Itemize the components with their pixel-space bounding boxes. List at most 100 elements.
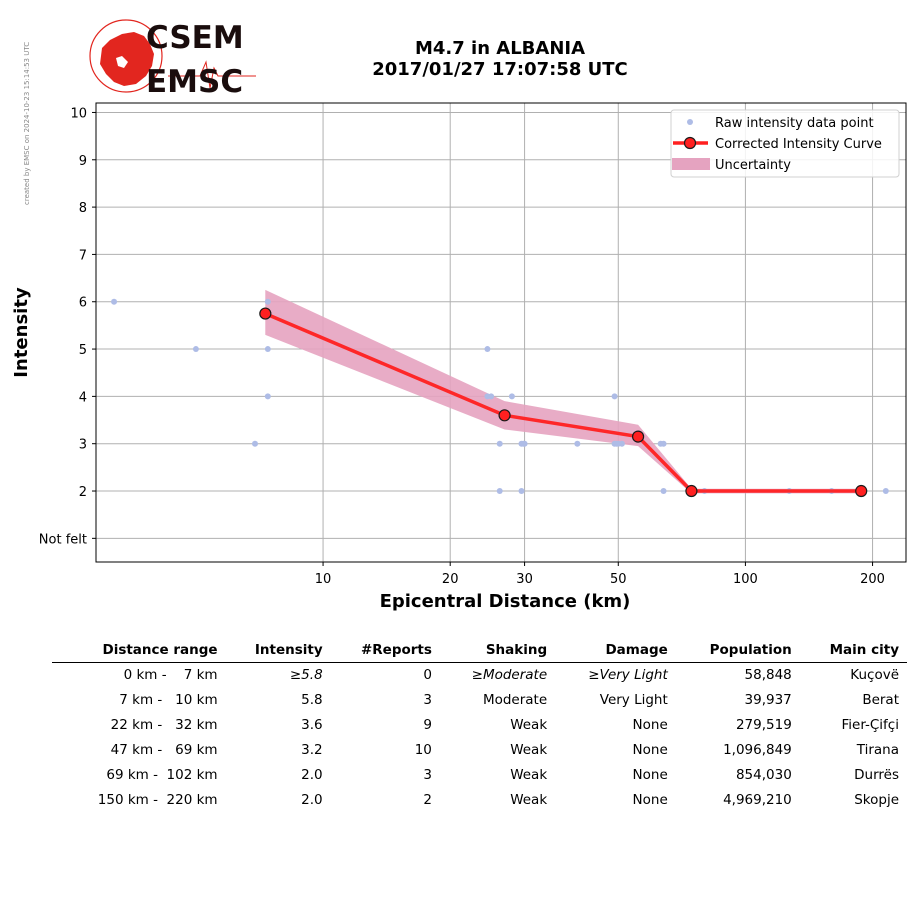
y-tick-label: 4 xyxy=(79,390,87,405)
cell-intensity: 3.2 xyxy=(301,742,323,758)
table-row: 47 km - 69 km 3.2 10 Weak None 1,096,849 Tiran… xyxy=(52,738,907,763)
cell-shaking: Weak xyxy=(510,742,548,758)
cell-intensity: 5.8 xyxy=(301,692,323,708)
plot-frame xyxy=(95,102,907,563)
raw-data-point xyxy=(882,488,889,495)
legend-curve-marker xyxy=(683,136,697,150)
legend-label-uncertainty: Uncertainty xyxy=(715,158,791,173)
cell-reports: 9 xyxy=(423,717,432,733)
y-axis-label: Intensity xyxy=(11,287,32,378)
cell-distance: 69 km - 102 km xyxy=(106,767,218,783)
cell-shaking: Weak xyxy=(510,717,548,733)
cell-damage: ≥Very Light xyxy=(588,667,668,683)
y-tick-label: 3 xyxy=(79,438,87,453)
cell-damage: Very Light xyxy=(599,692,668,708)
cell-reports: 0 xyxy=(423,667,432,683)
cell-reports: 3 xyxy=(423,767,432,783)
cell-intensity: ≥5.8 xyxy=(289,667,323,683)
x-axis-label: Epicentral Distance (km) xyxy=(380,591,631,612)
header-distance: Distance range xyxy=(52,640,226,663)
cell-damage: None xyxy=(632,767,668,783)
cell-intensity: 2.0 xyxy=(301,767,323,783)
x-tick-label: 30 xyxy=(516,572,533,587)
cell-shaking: Moderate xyxy=(482,692,548,708)
raw-data-point xyxy=(521,440,528,447)
cell-distance: 0 km - 7 km xyxy=(123,667,218,683)
raw-data-point xyxy=(264,346,271,353)
title-line-1: M4.7 in ALBANIA xyxy=(414,38,586,59)
x-tick-label: 100 xyxy=(733,572,758,587)
logo-csem-text: CSEM xyxy=(146,20,244,56)
y-tick-label: Not felt xyxy=(39,532,87,547)
raw-data-point xyxy=(518,488,525,495)
cell-population: 4,969,210 xyxy=(723,792,792,808)
curve-marker xyxy=(631,430,645,443)
x-tick-label: 50 xyxy=(610,572,627,587)
legend-raw-marker xyxy=(687,119,693,125)
raw-data-point xyxy=(488,393,495,400)
raw-data-point xyxy=(574,440,581,447)
legend-box xyxy=(670,109,900,178)
header-reports: #Reports xyxy=(330,640,440,663)
raw-data-point xyxy=(611,393,618,400)
raw-data-point xyxy=(111,298,118,305)
x-tick-label: 10 xyxy=(315,572,332,587)
uncertainty-band xyxy=(265,289,862,494)
cell-distance: 150 km - 220 km xyxy=(97,792,218,808)
raw-data-point xyxy=(496,440,503,447)
header-intensity: Intensity xyxy=(225,640,331,663)
curve-marker xyxy=(498,409,511,422)
csem-emsc-logo: CSEM EMSC xyxy=(89,19,256,98)
cell-distance: 22 km - 32 km xyxy=(110,717,218,733)
y-tick-label: 6 xyxy=(79,296,87,311)
cell-population: 1,096,849 xyxy=(723,742,792,758)
raw-data-point xyxy=(508,393,515,400)
cell-reports: 2 xyxy=(423,792,432,808)
cell-city: Tirana xyxy=(856,742,899,758)
raw-data-point xyxy=(618,440,625,447)
raw-data-point xyxy=(660,440,667,447)
intensity-chart: 10 20 30 50 100 200 Not felt 2 3 4 5 6 7 8 9 10 Epicentr… xyxy=(11,102,907,612)
table-row: 7 km - 10 km 5.8 3 Moderate Very Light 39,937… xyxy=(52,688,907,713)
y-tick-label: 2 xyxy=(79,485,87,500)
europe-map-icon xyxy=(100,32,154,86)
y-tick-label: 10 xyxy=(70,106,87,121)
table-row: 0 km - 7 km ≥5.8 0 ≥Moderate ≥Very Light 58,8… xyxy=(52,663,907,689)
curve-marker xyxy=(855,484,868,498)
cell-population: 39,937 xyxy=(744,692,792,708)
y-tick-label: 7 xyxy=(79,248,87,263)
table-row: 22 km - 32 km 3.6 9 Weak None 279,519 Fier-Çif… xyxy=(52,713,907,738)
cell-city: Durrës xyxy=(854,767,899,783)
cell-city: Fier-Çifçi xyxy=(841,717,899,733)
y-tick-label: 9 xyxy=(79,154,87,169)
intensity-table: Distance range Intensity #Reports Shakin… xyxy=(52,640,907,813)
cell-population: 854,030 xyxy=(735,767,792,783)
cell-city: Skopje xyxy=(854,792,899,808)
cell-distance: 47 km - 69 km xyxy=(110,742,218,758)
x-tick-label: 20 xyxy=(442,572,459,587)
raw-data-point xyxy=(496,488,503,495)
table-row: 150 km - 220 km 2.0 2 Weak None 4,969,210 Skop… xyxy=(52,788,907,813)
table-header-row: Distance range Intensity #Reports Shakin… xyxy=(52,640,907,663)
y-tick-label: 5 xyxy=(79,343,87,358)
cell-damage: None xyxy=(632,717,668,733)
raw-data-point xyxy=(484,346,491,353)
cell-intensity: 2.0 xyxy=(301,792,323,808)
legend-label-curve: Corrected Intensity Curve xyxy=(715,137,882,152)
cell-population: 279,519 xyxy=(735,717,792,733)
cell-distance: 7 km - 10 km xyxy=(119,692,218,708)
table-row: 69 km - 102 km 2.0 3 Weak None 854,030 Durrës xyxy=(52,763,907,788)
legend-band-swatch xyxy=(672,158,710,170)
y-tick-label: 8 xyxy=(79,201,87,216)
raw-data-point xyxy=(192,346,199,353)
curve-marker xyxy=(259,307,272,320)
x-tick-label: 200 xyxy=(860,572,885,587)
cell-damage: None xyxy=(632,742,668,758)
legend-label-raw: Raw intensity data point xyxy=(715,116,874,131)
header-main-city: Main city xyxy=(799,640,907,663)
cell-damage: None xyxy=(632,792,668,808)
cell-city: Berat xyxy=(862,692,899,708)
cell-reports: 10 xyxy=(414,742,432,758)
cell-intensity: 3.6 xyxy=(301,717,323,733)
raw-data-point xyxy=(264,393,271,400)
